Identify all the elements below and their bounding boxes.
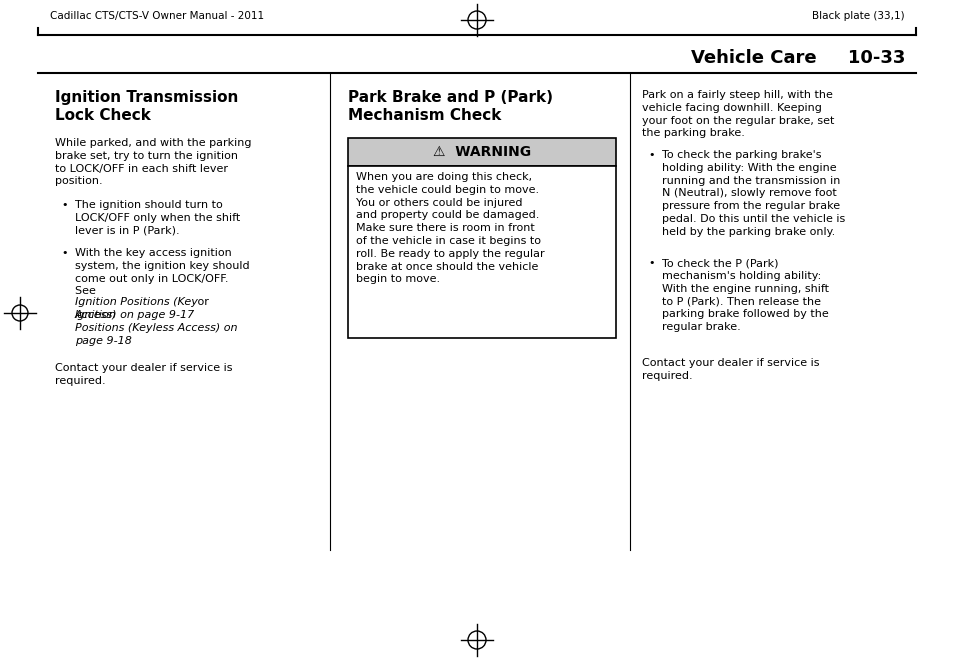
Text: Vehicle Care     10-33: Vehicle Care 10-33 (690, 49, 904, 67)
Text: With the key access ignition
system, the ignition key should
come out only in LO: With the key access ignition system, the… (75, 248, 250, 297)
Text: •: • (647, 258, 654, 268)
Text: ⚠  WARNING: ⚠ WARNING (433, 145, 531, 159)
Text: or: or (75, 297, 213, 307)
Text: Ignition Transmission
Lock Check: Ignition Transmission Lock Check (55, 90, 238, 123)
Text: To check the P (Park)
mechanism's holding ability:
With the engine running, shif: To check the P (Park) mechanism's holdin… (661, 258, 828, 332)
Bar (348, 166, 616, 338)
Text: •: • (61, 248, 68, 258)
Text: While parked, and with the parking
brake set, try to turn the ignition
to LOCK/O: While parked, and with the parking brake… (55, 138, 252, 186)
Text: Cadillac CTS/CTS-V Owner Manual - 2011: Cadillac CTS/CTS-V Owner Manual - 2011 (50, 11, 264, 21)
Text: When you are doing this check,
the vehicle could begin to move.
You or others co: When you are doing this check, the vehic… (355, 172, 544, 285)
Text: Contact your dealer if service is
required.: Contact your dealer if service is requir… (55, 363, 233, 386)
Text: Park on a fairly steep hill, with the
vehicle facing downhill. Keeping
your foot: Park on a fairly steep hill, with the ve… (641, 90, 834, 138)
Text: Park Brake and P (Park)
Mechanism Check: Park Brake and P (Park) Mechanism Check (348, 90, 553, 123)
Text: •: • (647, 150, 654, 160)
Text: The ignition should turn to
LOCK/OFF only when the shift
lever is in P (Park).: The ignition should turn to LOCK/OFF onl… (75, 200, 240, 236)
Text: •: • (61, 200, 68, 210)
Text: Black plate (33,1): Black plate (33,1) (812, 11, 904, 21)
Text: Ignition
Positions (Keyless Access) on
page 9-18: Ignition Positions (Keyless Access) on p… (75, 310, 237, 345)
Text: Contact your dealer if service is
required.: Contact your dealer if service is requir… (641, 358, 819, 381)
Text: Ignition Positions (Key
Access) on page 9-17: Ignition Positions (Key Access) on page … (75, 297, 197, 320)
Bar (348, 138, 616, 166)
Text: To check the parking brake's
holding ability: With the engine
running and the tr: To check the parking brake's holding abi… (661, 150, 844, 236)
